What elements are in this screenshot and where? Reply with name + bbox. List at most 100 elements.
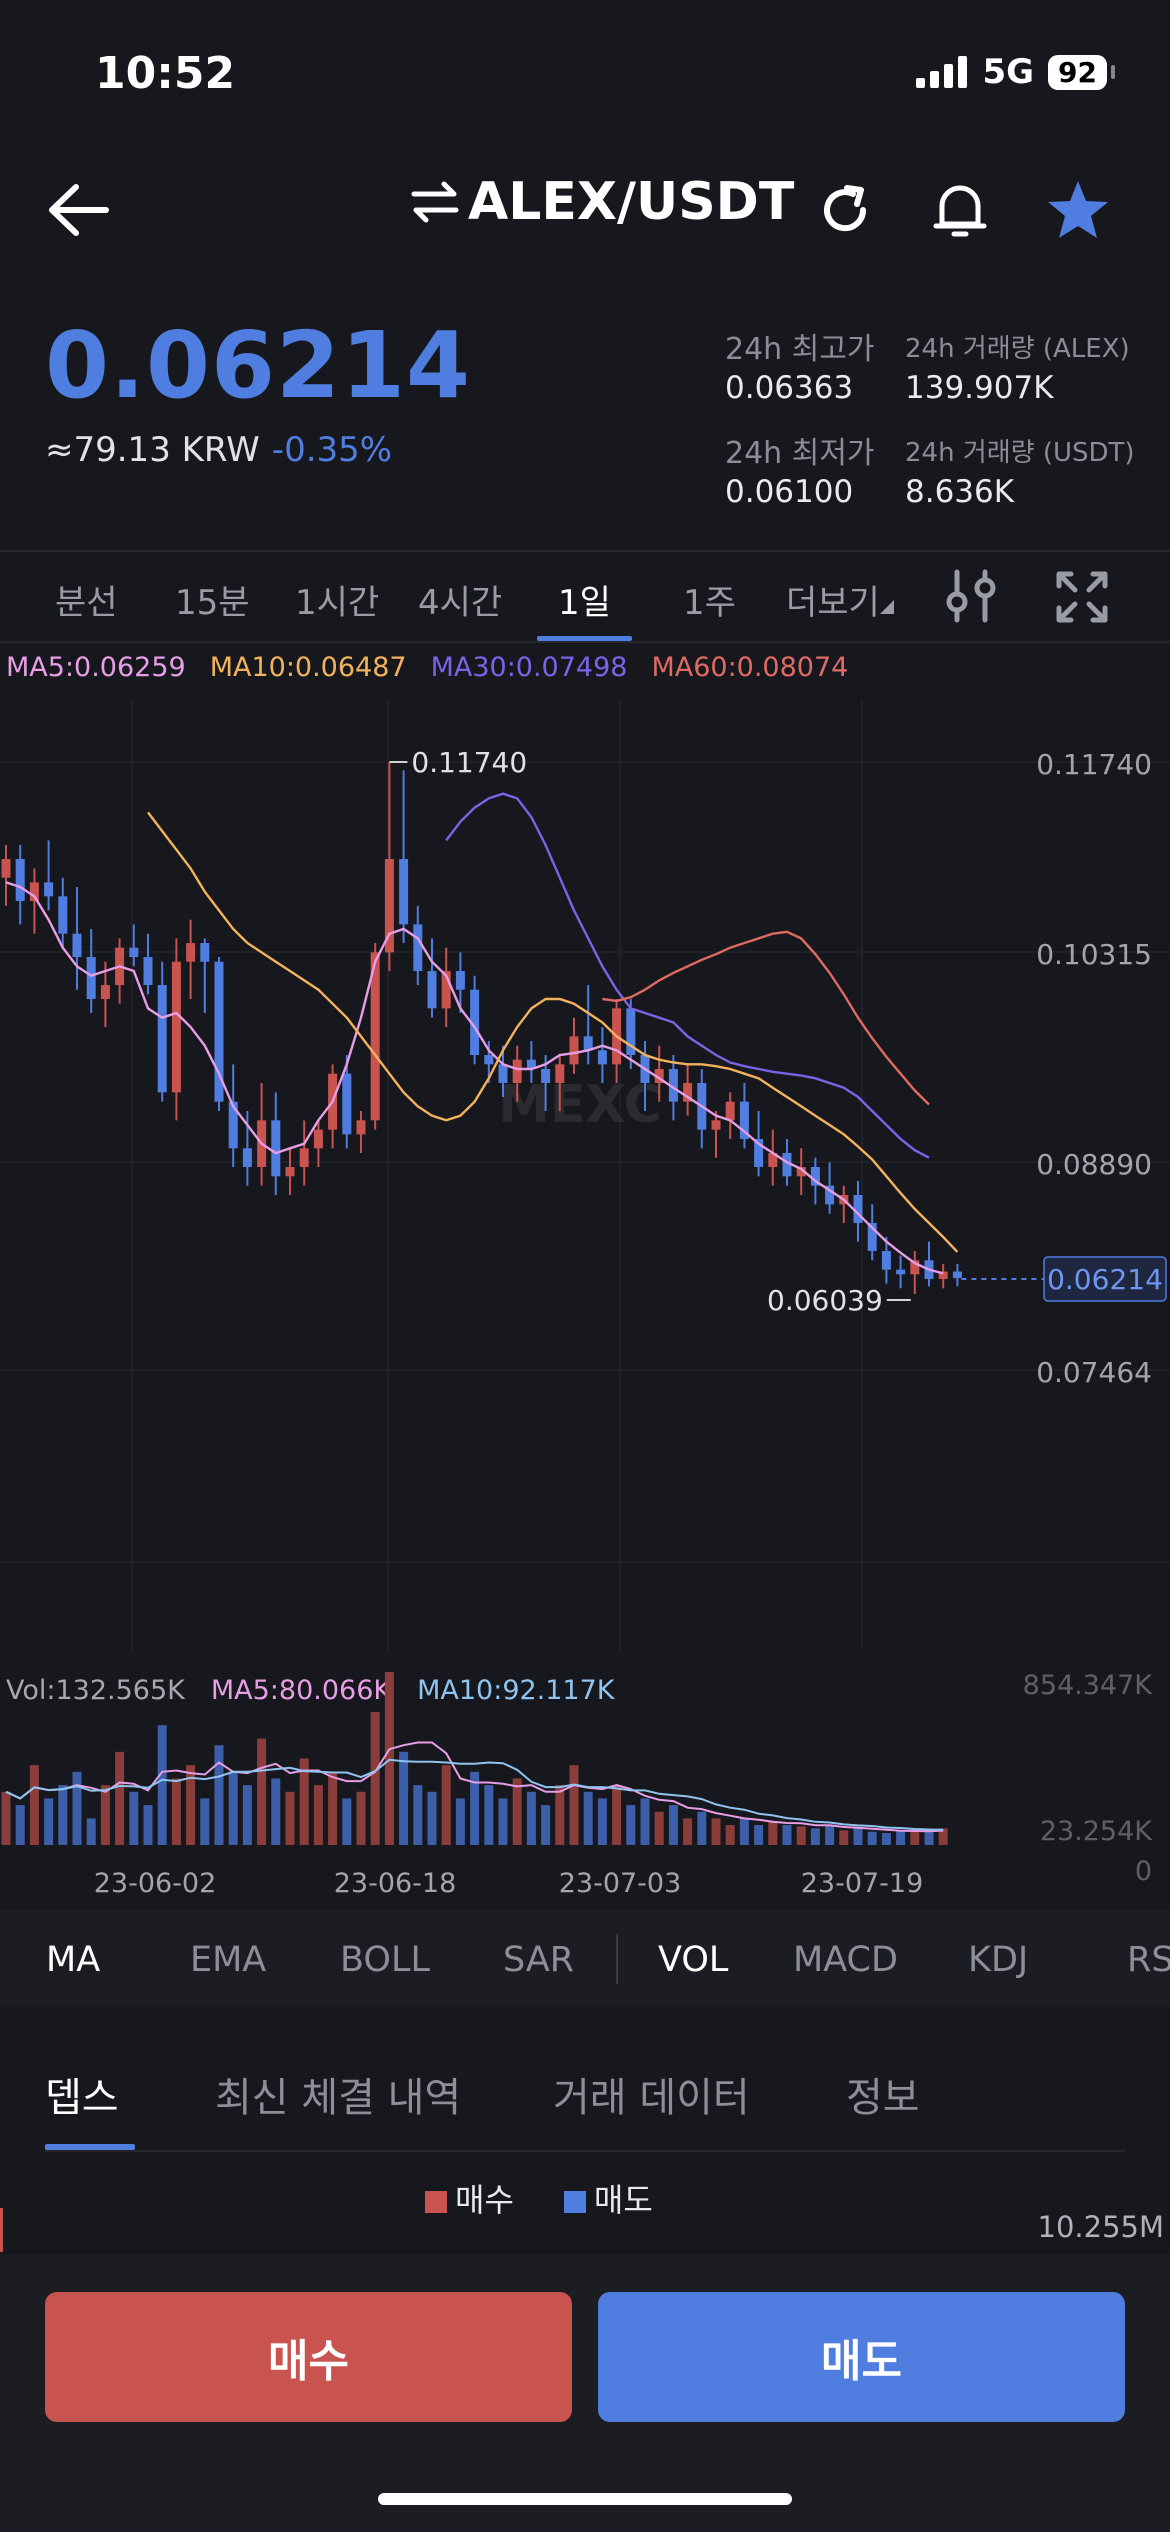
- price-axis-label: 0.08890: [1036, 1148, 1152, 1181]
- ma30-legend: MA30:0.07498: [430, 652, 628, 683]
- favorite-button[interactable]: [1038, 170, 1118, 250]
- indicator-separator: [616, 1934, 618, 1984]
- candle: [853, 1194, 863, 1223]
- date-axis-label: 23-06-18: [334, 1868, 457, 1899]
- volume-bar: [739, 1818, 749, 1845]
- pair-title: ALEX/USDT: [468, 172, 795, 232]
- candle: [455, 971, 465, 990]
- chart-settings-button[interactable]: [943, 568, 999, 628]
- high-label: 24h 최고가: [725, 332, 875, 367]
- vol-legend: Vol:132.565K MA5:80.066K MA10:92.117K: [6, 1675, 615, 1706]
- candle: [668, 1069, 678, 1102]
- pair-selector[interactable]: ALEX/USDT: [410, 172, 794, 232]
- volume-bar: [526, 1791, 536, 1845]
- tab-trade-data[interactable]: 거래 데이터: [553, 2075, 750, 2121]
- tf-line[interactable]: 분선: [55, 583, 118, 623]
- ind-ma[interactable]: MA: [46, 1940, 101, 1980]
- vol-ma5-line: [5, 1741, 944, 1833]
- candle: [399, 859, 409, 925]
- volume-bar: [583, 1791, 593, 1845]
- ind-vol[interactable]: VOL: [658, 1940, 729, 1980]
- candle: [683, 1083, 693, 1102]
- vol-axis-mid: 23.254K: [1040, 1816, 1153, 1847]
- candle: [413, 924, 423, 972]
- volume-bar: [796, 1826, 806, 1845]
- volume-bar: [810, 1828, 820, 1845]
- volume-bar: [171, 1778, 181, 1845]
- volume-bar: [896, 1830, 906, 1845]
- volume-bar: [498, 1798, 508, 1845]
- vol-axis-max: 854.347K: [1023, 1670, 1154, 1701]
- ind-sar[interactable]: SAR: [503, 1940, 575, 1980]
- candle: [896, 1269, 906, 1275]
- back-button[interactable]: [38, 170, 118, 250]
- volume-bar: [72, 1771, 82, 1845]
- high-value: 0.06363: [725, 370, 854, 406]
- signal-icon: [916, 56, 968, 88]
- vol-value: Vol:132.565K: [6, 1675, 185, 1706]
- ind-kdj[interactable]: KDJ: [968, 1940, 1029, 1980]
- volume-bar: [612, 1785, 622, 1845]
- tab-depth[interactable]: 뎁스: [45, 2075, 119, 2121]
- ma-lines: [5, 792, 959, 1275]
- vol-usdt-value: 8.636K: [905, 474, 1015, 510]
- tf-1d[interactable]: 1일: [558, 583, 611, 623]
- status-time: 10:52: [95, 48, 236, 99]
- volume-bar: [555, 1785, 565, 1845]
- corner-triangle-icon: [879, 600, 894, 614]
- ma10-legend: MA10:0.06487: [209, 652, 407, 683]
- volume-chart[interactable]: 854.347K 23.254K 0 23-06-02 23-06-18 23-07-03…: [0, 1660, 1170, 1910]
- arrow-left-icon: [49, 184, 109, 236]
- star-icon: [1048, 181, 1108, 238]
- krw-price: ≈79.13 KRW: [45, 430, 260, 470]
- volume-bar: [228, 1771, 238, 1845]
- volume-bar: [399, 1751, 409, 1845]
- tab-info[interactable]: 정보: [846, 2075, 920, 2121]
- volume-bar: [768, 1821, 778, 1845]
- date-axis-label: 23-06-02: [94, 1868, 217, 1899]
- tf-1w[interactable]: 1주: [683, 583, 736, 623]
- volume-bar: [58, 1785, 68, 1845]
- candle: [186, 943, 196, 962]
- buy-button[interactable]: 매수: [45, 2292, 572, 2422]
- refresh-button[interactable]: [805, 170, 885, 250]
- chart-grid: [0, 700, 1170, 1650]
- volume-bar: [441, 1765, 451, 1845]
- sell-button[interactable]: 매도: [598, 2292, 1125, 2422]
- ind-ema[interactable]: EMA: [190, 1940, 267, 1980]
- vol-axis-zero: 0: [1135, 1856, 1152, 1887]
- vol-alex-value: 139.907K: [905, 370, 1054, 406]
- volume-bar: [484, 1785, 494, 1845]
- tf-more[interactable]: 더보기: [786, 575, 894, 624]
- ind-rsi[interactable]: RS: [1127, 1940, 1170, 1980]
- volume-bar: [271, 1778, 281, 1845]
- candle: [810, 1166, 820, 1186]
- volume-bar: [115, 1751, 125, 1845]
- ind-macd[interactable]: MACD: [793, 1940, 898, 1980]
- candle: [825, 1185, 835, 1205]
- vol-alex-label: 24h 거래량 (ALEX): [905, 334, 1130, 364]
- candlestick-chart[interactable]: MEXC 0.11740 0.10315 0.08890 0.07464 0.1174…: [0, 700, 1170, 1660]
- tf-4h[interactable]: 4시간: [418, 583, 503, 623]
- volume-bar: [299, 1758, 309, 1845]
- ma60-legend: MA60:0.08074: [651, 652, 849, 683]
- volume-bar: [470, 1771, 480, 1845]
- volume-bar: [455, 1798, 465, 1845]
- volume-bar: [725, 1825, 735, 1845]
- candle: [228, 1101, 238, 1149]
- watermark: MEXC: [498, 1075, 662, 1135]
- depth-edge: [0, 2208, 3, 2252]
- candle: [597, 1050, 607, 1065]
- volume-bar: [597, 1798, 607, 1845]
- alert-button[interactable]: [920, 170, 1000, 250]
- ma-legend: MA5:0.06259 MA10:0.06487 MA30:0.07498 MA…: [6, 652, 848, 683]
- vol-ma10: MA10:92.117K: [417, 1675, 615, 1706]
- volume-bar: [910, 1831, 920, 1845]
- fullscreen-button[interactable]: [1055, 570, 1109, 628]
- tf-1h[interactable]: 1시간: [295, 583, 380, 623]
- ind-boll[interactable]: BOLL: [340, 1940, 430, 1980]
- candle: [129, 947, 139, 958]
- candle: [470, 989, 480, 1056]
- tf-15m[interactable]: 15분: [175, 583, 250, 623]
- tab-latest-trades[interactable]: 최신 체결 내역: [215, 2075, 462, 2121]
